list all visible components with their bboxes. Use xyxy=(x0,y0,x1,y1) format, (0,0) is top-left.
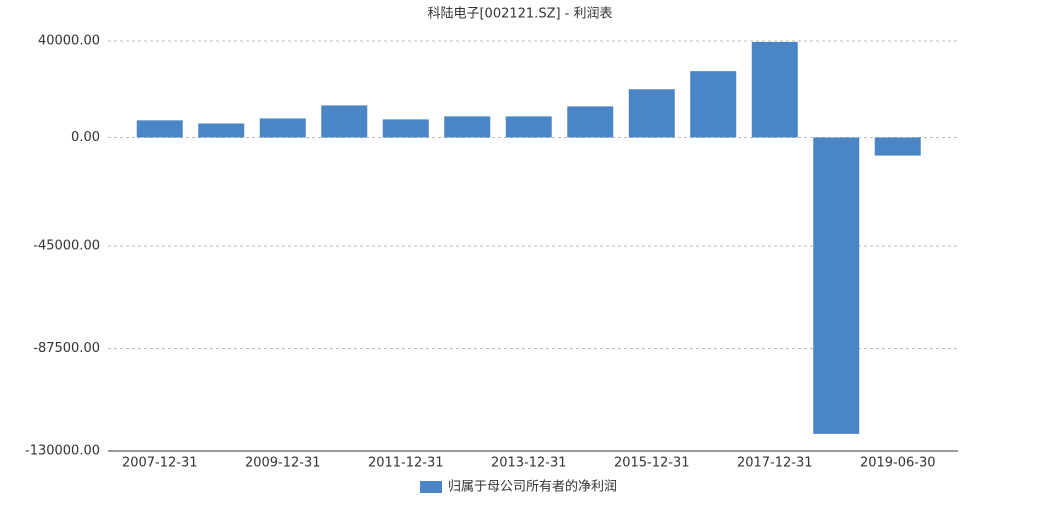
x-tick-label: 2007-12-31 xyxy=(122,456,198,471)
bar xyxy=(690,71,737,138)
y-tick-label: 40000.00 xyxy=(38,34,100,49)
bar xyxy=(628,89,675,138)
x-tick-label: 2019-06-30 xyxy=(860,456,936,471)
bar xyxy=(567,106,614,138)
chart-title: 科陆电子[002121.SZ] - 利润表 xyxy=(427,6,612,22)
x-tick-label: 2013-12-31 xyxy=(491,456,567,471)
x-tick-label: 2009-12-31 xyxy=(245,456,321,471)
y-tick-label: -87500.00 xyxy=(33,341,100,356)
y-tick-label: -130000.00 xyxy=(25,444,100,459)
x-tick-label: 2011-12-31 xyxy=(368,456,444,471)
bar xyxy=(505,116,552,138)
x-tick-label: 2017-12-31 xyxy=(737,456,813,471)
bar xyxy=(751,41,798,138)
y-tick-label: -45000.00 xyxy=(33,239,100,254)
bar xyxy=(259,118,306,138)
y-tick-label: 0.00 xyxy=(71,130,100,145)
legend-swatch xyxy=(420,481,442,493)
bar xyxy=(198,123,245,138)
bar xyxy=(813,137,860,434)
bar xyxy=(444,116,491,138)
bar xyxy=(136,120,183,138)
bar xyxy=(382,119,429,138)
bar xyxy=(321,105,368,138)
legend-label: 归属于母公司所有者的净利润 xyxy=(448,479,617,495)
bar xyxy=(874,137,921,156)
x-tick-label: 2015-12-31 xyxy=(614,456,690,471)
